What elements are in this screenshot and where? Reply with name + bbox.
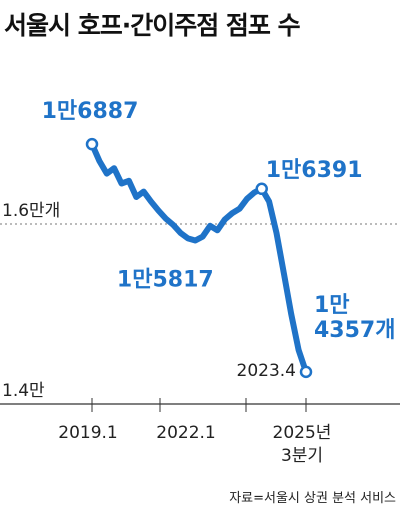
annotation-date-label: 2023.4 [237,361,296,381]
series-line-layer [89,141,309,375]
y-tick-label-1: 1.4만 [2,381,45,401]
axis-layer [0,398,400,412]
x-tick-label-1: 2022.1 [156,423,215,443]
highlight-point-3 [299,365,313,379]
x-tick-label-2: 2025년 3분기 [273,423,332,466]
data-label-3: 1만 4357개 [314,293,395,343]
x-tick-label-0: 2019.1 [58,423,117,443]
series-line [89,141,309,375]
source-note: 자료=서울시 상권 분석 서비스 [229,491,396,506]
data-points-layer [85,137,313,379]
labels-layer: 1.6만개 1.4만 2019.1 2022.1 2025년 3분기 1만6887 1만581… [2,98,397,466]
data-label-2: 1만6391 [266,158,363,183]
data-label-1: 1만5817 [117,267,214,292]
chart-title: 서울시 호프·간이주점 점포 수 [4,11,301,40]
data-label-0: 1만6887 [42,99,139,124]
y-tick-label-0: 1.6만개 [2,201,60,221]
highlight-point-2 [255,182,268,196]
highlight-point-0 [85,137,99,151]
